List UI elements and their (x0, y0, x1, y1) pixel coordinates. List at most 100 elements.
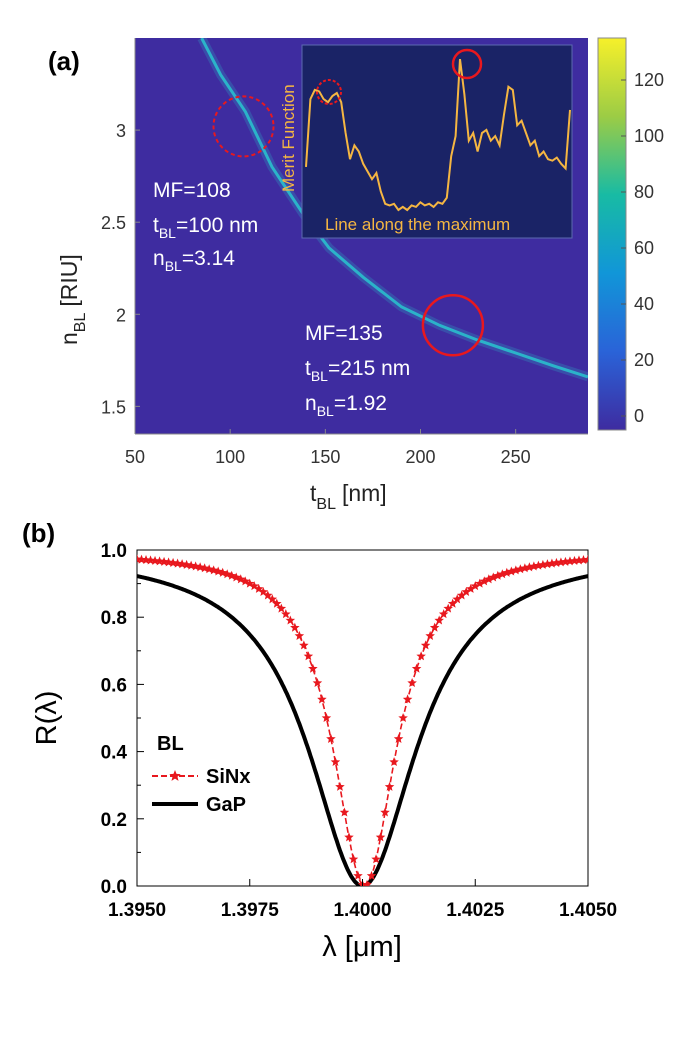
sinx-star-marker (425, 630, 435, 640)
inset-dashed-marker (316, 79, 342, 105)
sinx-star-marker (366, 870, 377, 880)
y-tick-label-b: 0.2 (101, 810, 127, 831)
sinx-star-marker (254, 583, 264, 593)
sinx-star-marker (145, 555, 156, 565)
sinx-star-marker (542, 559, 553, 569)
x-ticks-b: 1.3950 1.3975 1.4000 1.4025 1.4050 (108, 879, 617, 921)
sinx-star-marker (213, 566, 223, 576)
sinx-star-marker (285, 615, 296, 625)
sinx-star-marker (267, 594, 278, 604)
sinx-star-marker (551, 557, 562, 567)
annotation-1-index: nBL=3.14 (153, 247, 235, 274)
sinx-star-marker (240, 576, 250, 586)
sinx-star-marker (276, 603, 287, 613)
sinx-star-marker (574, 555, 584, 565)
sinx-star-marker (258, 586, 269, 597)
sinx-star-marker (438, 609, 449, 619)
sinx-star-marker (217, 567, 228, 577)
sinx-star-marker (393, 733, 404, 743)
colorbar-tick-label: 60 (634, 238, 654, 258)
inset: Merit Function Line along the maximum (279, 44, 573, 239)
sinx-star-marker (335, 781, 345, 791)
sinx-star-marker (456, 590, 467, 600)
sinx-star-marker (547, 558, 557, 568)
marker-solid-circle (421, 294, 485, 357)
sinx-star-marker (330, 757, 341, 767)
y-axis-label-a: nBL[RIU] (56, 254, 89, 345)
legend-title: BL (157, 733, 184, 755)
sinx-star-marker (141, 555, 151, 565)
x-tick-label-b: 1.3950 (108, 900, 166, 921)
sinx-star-marker (375, 832, 386, 842)
sinx-star-marker (398, 713, 408, 723)
sinx-star-marker (244, 578, 255, 588)
colorbar-tick-label: 120 (634, 70, 664, 90)
sinx-star-marker (502, 567, 512, 577)
sinx-star-marker (344, 832, 354, 842)
sinx-star-marker (303, 651, 314, 661)
sinx-star-marker (443, 603, 453, 613)
inset-solid-marker (451, 48, 483, 80)
sinx-star-marker (154, 556, 165, 566)
legend: BL SiNx GaP (152, 733, 250, 816)
sinx-star-marker (177, 559, 187, 569)
panel-b-label: (b) (22, 518, 55, 548)
legend-gap-label: GaP (206, 794, 246, 816)
inset-x-label: Line along the maximum (325, 215, 510, 234)
y-ticks-a: 1.5 2 2.5 3 (101, 121, 140, 417)
annotation-2-thickness: tBL=215 nm (305, 357, 410, 384)
sinx-star-marker (208, 565, 219, 575)
sinx-star-marker (583, 554, 588, 564)
sinx-star-marker (484, 574, 494, 584)
sinx-star-marker (281, 609, 291, 619)
x-tick-label-a: 250 (501, 447, 531, 467)
sinx-star-marker (452, 594, 462, 604)
x-axis-label-b: λ [μm] (322, 931, 402, 963)
sinx-star-marker (520, 563, 530, 573)
sinx-star-marker (186, 560, 196, 570)
annotation-2-mf: MF=135 (305, 322, 383, 345)
y-tick-label-a: 2.5 (101, 213, 126, 233)
x-tick-label-a: 200 (405, 447, 435, 467)
sinx-star-marker (326, 733, 336, 743)
sinx-star-marker (362, 879, 372, 886)
sinx-star-marker (479, 576, 490, 586)
sinx-star-marker (429, 622, 440, 632)
sinx-star-marker (308, 663, 318, 673)
sinx-star-marker (339, 807, 350, 817)
y-tick-label-b: 1.0 (101, 541, 127, 562)
sinx-star-marker (533, 560, 544, 570)
series-gap-line (137, 574, 588, 886)
sinx-star-marker (159, 556, 169, 566)
sinx-star-marker (465, 583, 476, 593)
sinx-star-marker (402, 694, 413, 704)
sinx-star-marker (556, 557, 566, 567)
y-axis-label-b: R(λ) (31, 691, 63, 746)
sinx-star-marker (407, 678, 417, 688)
inset-y-label: Merit Function (279, 84, 298, 192)
x-ticks-a: 50 100 150 200 250 (125, 429, 531, 467)
sinx-star-marker (470, 581, 481, 591)
colorbar-tick-label: 20 (634, 350, 654, 370)
sinx-star-marker (312, 678, 323, 688)
sinx-star-marker (181, 559, 192, 569)
sinx-star-marker (222, 569, 232, 579)
x-tick-label-b: 1.4025 (446, 900, 505, 921)
y-ticks-b: 0.0 0.2 0.4 0.6 0.8 1.0 (101, 541, 144, 898)
x-tick-label-b: 1.4050 (559, 900, 617, 921)
marker-dashed-circle (212, 95, 275, 158)
annotation-1-mf: MF=108 (153, 179, 231, 202)
legend-sinx-label: SiNx (206, 766, 250, 788)
sinx-star-marker (515, 564, 526, 574)
annotation-2: MF=135 tBL=215 nm nBL=1.92 (305, 322, 410, 419)
colorbar-ticks: 0 20 40 60 80 100 120 (621, 70, 664, 426)
colorbar-tick-label: 0 (634, 406, 644, 426)
sinx-star-marker (263, 590, 273, 600)
inset-frame (301, 44, 573, 239)
annotation-2-index: nBL=1.92 (305, 392, 387, 419)
sinx-star-marker (204, 564, 214, 574)
sinx-star-marker (371, 854, 381, 864)
sinx-star-marker (475, 578, 485, 588)
sinx-star-marker (272, 598, 282, 608)
sinx-star-marker (461, 586, 471, 597)
